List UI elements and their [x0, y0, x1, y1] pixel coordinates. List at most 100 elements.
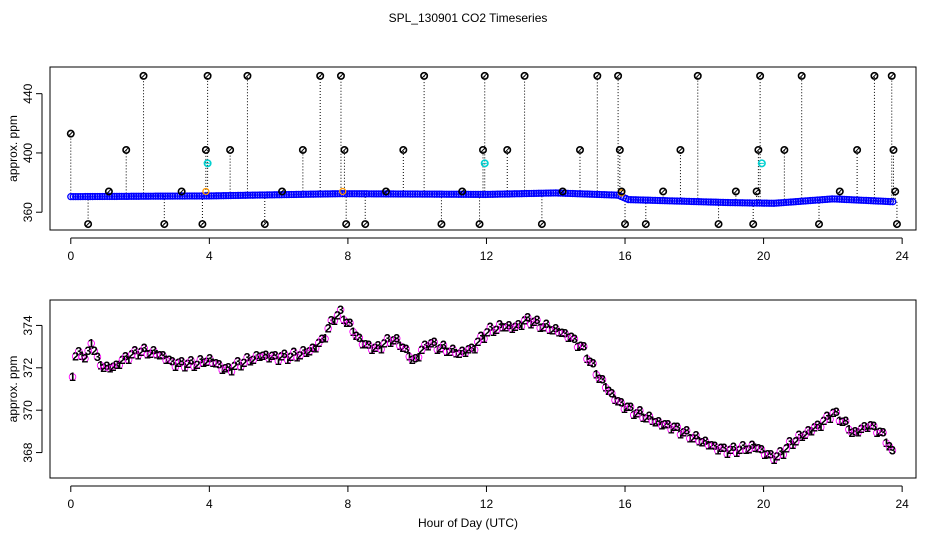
series-point: [312, 190, 320, 198]
series-point: [142, 192, 150, 200]
series-circle: [661, 420, 669, 429]
spike-point-slash: [560, 188, 566, 195]
series-point: [224, 191, 233, 200]
bottom-y-tick-label: 370: [21, 400, 35, 420]
series-point: [847, 196, 856, 204]
series-point: [675, 197, 684, 205]
series-circle: [670, 423, 678, 431]
series-point: [721, 198, 730, 207]
series-circle: [318, 335, 326, 343]
spike-point: [889, 145, 898, 154]
series-label-1: 1: [724, 447, 731, 461]
series-label-2: 2: [474, 335, 481, 349]
series-point: [670, 197, 679, 205]
series-point: [518, 190, 526, 198]
series-circle: [177, 357, 186, 366]
series-circle: [187, 356, 195, 365]
spike-point-slash: [203, 147, 209, 153]
series-label-3: 3: [889, 443, 896, 457]
series-label-3: 3: [711, 439, 718, 453]
spike-point: [892, 220, 901, 229]
series-label-3: 3: [291, 345, 298, 359]
series-label-1: 1: [88, 336, 95, 350]
series-circle: [377, 345, 385, 354]
series-point: [634, 196, 642, 204]
series-point: [411, 190, 419, 198]
series-point: [874, 197, 882, 205]
series-point: [787, 198, 795, 206]
series-label-2: 2: [540, 321, 547, 335]
series-point: [253, 191, 262, 199]
series-point: [299, 190, 308, 198]
series-label-2: 2: [203, 355, 210, 369]
series-circle: [517, 322, 526, 330]
series-label-1: 1: [808, 425, 815, 439]
spike-point-slash: [279, 188, 285, 195]
series-label-3: 3: [132, 344, 139, 358]
series-label-3: 3: [281, 347, 288, 361]
series-point: [556, 189, 565, 197]
series-circle: [707, 441, 716, 450]
series-point: [200, 192, 208, 200]
series-label-3: 3: [141, 341, 148, 355]
series-point: [830, 195, 839, 203]
series-point: [452, 190, 460, 198]
top-x-axis: 0 4 8 12 16 20 24: [67, 237, 909, 263]
series-circle: [81, 354, 89, 363]
series-point: [171, 192, 179, 200]
series-label-3: 3: [571, 332, 578, 346]
series-label-2: 2: [811, 421, 818, 435]
series-label-3: 3: [683, 423, 690, 437]
spike-point: [160, 220, 169, 229]
series-point: [122, 192, 131, 201]
series-label-3: 3: [337, 303, 344, 317]
series-label-1: 1: [733, 446, 740, 460]
series-point: [775, 199, 783, 207]
series-point: [503, 190, 511, 198]
series-circle: [470, 345, 479, 354]
series-circle: [879, 428, 887, 437]
series-circle: [215, 360, 223, 369]
series-point: [406, 190, 414, 198]
series-point: [869, 197, 878, 205]
series-point: [239, 191, 247, 200]
series-point: [743, 199, 751, 207]
spike-point-slash: [799, 73, 805, 79]
series-point: [777, 199, 785, 207]
series-point: [244, 191, 252, 199]
series-point: [105, 192, 114, 201]
series-point: [649, 196, 657, 204]
series-circle: [355, 334, 364, 342]
series-circle: [608, 389, 616, 398]
series-point: [845, 196, 853, 204]
series-point: [362, 190, 371, 198]
series-label-1: 1: [79, 349, 86, 363]
series-label-1: 1: [275, 354, 282, 368]
spike-point: [260, 220, 269, 229]
series-circle: [757, 445, 766, 454]
bottom-x-tick-label: 4: [206, 497, 213, 511]
series-point: [624, 195, 633, 204]
series-circle: [124, 356, 133, 364]
spike-point: [617, 187, 626, 196]
spike-point-slash: [459, 188, 465, 195]
series-point: [753, 199, 761, 207]
series-point: [668, 197, 676, 205]
bottom-x-tick-label: 12: [480, 497, 494, 511]
series-point: [227, 191, 235, 200]
series-point: [161, 192, 170, 200]
series-circle: [792, 437, 800, 446]
series-label-3: 3: [487, 320, 494, 334]
series-point: [889, 198, 897, 206]
series-point: [690, 197, 698, 206]
series-point: [166, 192, 174, 200]
series-point: [423, 190, 431, 198]
series-circle: [336, 306, 345, 314]
top-y-axis: 360 400 440: [21, 83, 43, 222]
series-circle: [156, 351, 164, 360]
series-label-2: 2: [446, 345, 453, 359]
series-point: [132, 192, 140, 200]
series-point: [501, 190, 509, 198]
series-point: [784, 198, 793, 206]
series-point: [838, 195, 846, 203]
